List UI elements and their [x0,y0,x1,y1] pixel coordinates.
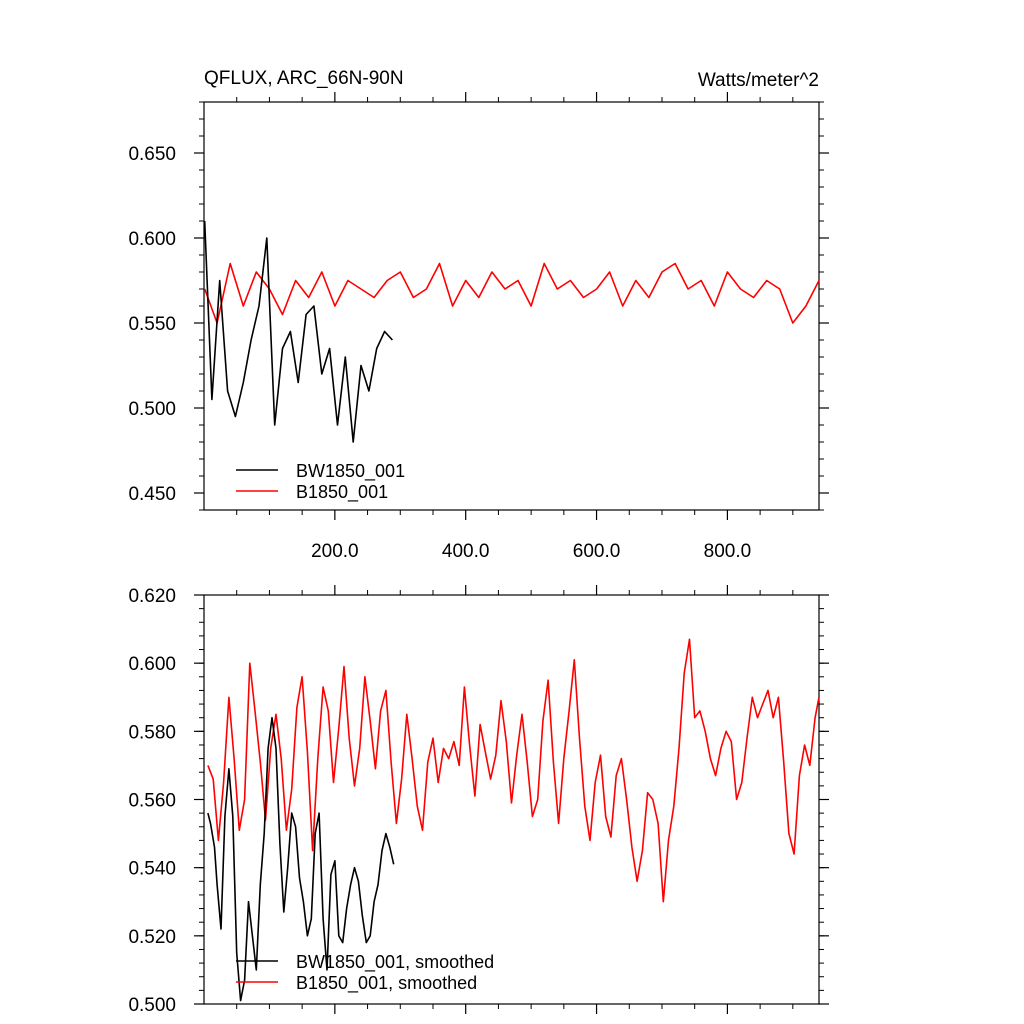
top-plot-frame [203,101,820,511]
bottom-legend-label: B1850_001, smoothed [296,973,477,994]
bottom-y-tick-label: 0.560 [128,791,176,812]
bottom-panel: 0.500 0.520 0.540 0.560 0.580 0.600 0.620 BW18… [128,585,829,1016]
figure-title: QFLUX, ARC_66N-90N [204,68,404,89]
bottom-y-tick-label: 0.520 [128,927,176,948]
top-y-tick-label: 0.600 [128,229,176,250]
bottom-y-tick-label: 0.580 [128,722,176,743]
bottom-legend-label: BW1850_001, smoothed [296,952,494,973]
figure-units: Watts/meter^2 [698,70,819,91]
top-series-line-2 [203,262,820,324]
top-panel: QFLUX, ARC_66N-90N Watts/meter^2 0.450 0.… [128,68,829,562]
top-legend-label: B1850_001 [296,482,388,503]
bottom-y-tick-label: 0.540 [128,859,176,880]
top-x-tick-label: 800.0 [704,541,752,562]
top-y-tick-label: 0.550 [128,314,176,335]
top-y-tick-label: 0.450 [128,484,176,505]
bottom-series-line-2 [207,638,820,903]
top-x-tick-label: 600.0 [573,541,621,562]
top-y-tick-label: 0.650 [128,144,176,165]
bottom-y-tick-label: 0.600 [128,654,176,675]
top-legend-label: BW1850_001 [296,461,405,482]
top-x-tick-label: 200.0 [311,541,359,562]
top-y-tick-label: 0.500 [128,399,176,420]
top-series-line-1 [203,220,393,443]
bottom-y-tick-label: 0.620 [128,586,176,607]
top-x-tick-label: 400.0 [442,541,490,562]
bottom-y-tick-label: 0.500 [128,995,176,1016]
bottom-series-line-1 [207,716,395,1002]
